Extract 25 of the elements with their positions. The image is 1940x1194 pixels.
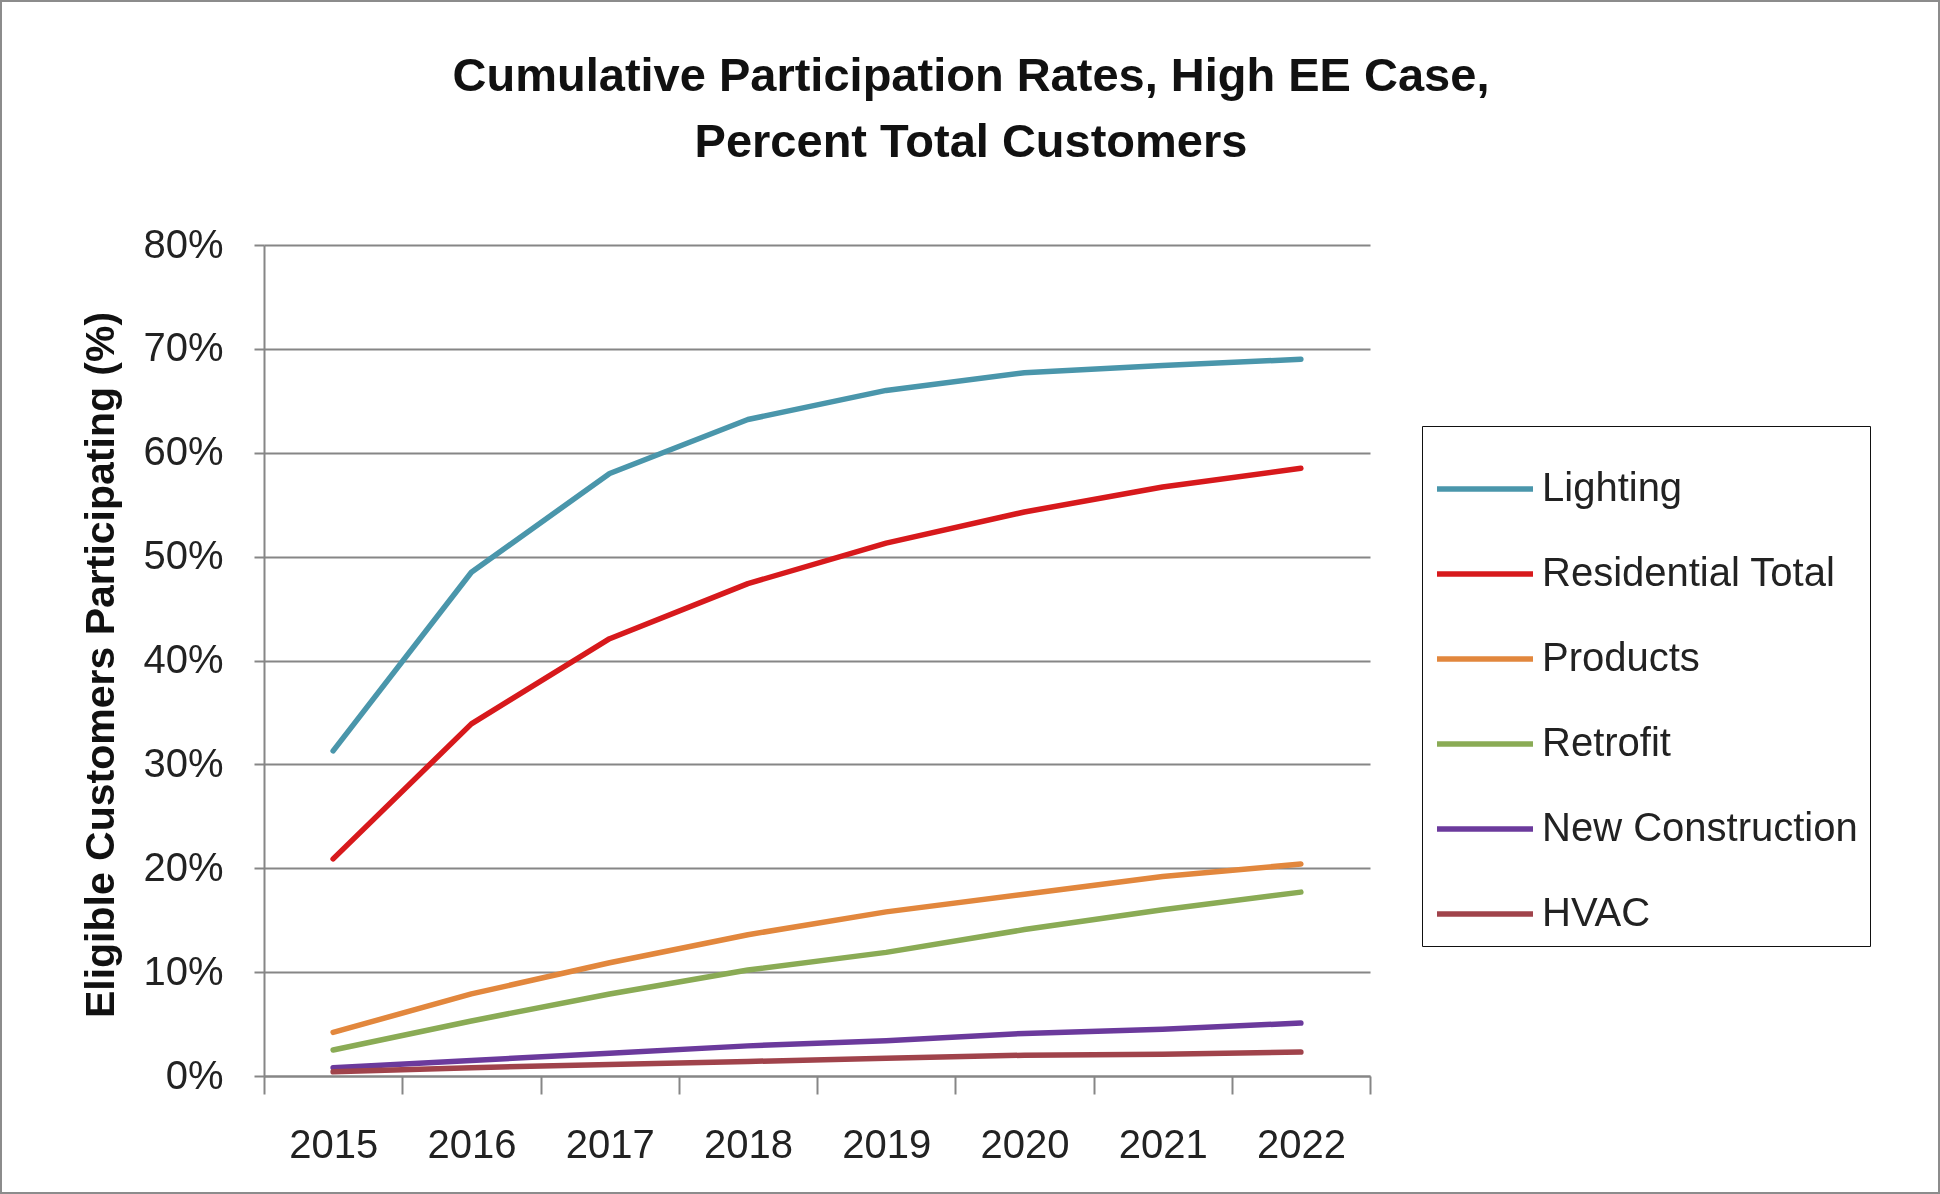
legend-label: Products [1542,635,1700,679]
x-tick-label: 2020 [980,1121,1070,1166]
y-tick-label: 80% [143,221,224,266]
x-tick-label: 2017 [565,1121,655,1166]
y-tick-label: 20% [143,844,224,889]
legend-label: Retrofit [1542,720,1671,764]
y-tick-label: 50% [143,533,224,578]
y-tick-label: 70% [143,325,224,370]
y-tick-label: 0% [165,1052,224,1097]
y-axis-title: Eligible Customers Participating (%) [76,311,123,1019]
x-tick-label: 2022 [1256,1121,1346,1166]
x-tick-label: 2015 [289,1121,379,1166]
chart-title: Cumulative Participation Rates, High EE Case, Percent Total Customers [452,48,1490,167]
legend-label: Lighting [1542,465,1683,509]
y-tick-label: 60% [143,429,224,474]
x-tick-label: 2018 [703,1121,793,1166]
x-tick-label: 2021 [1118,1121,1208,1166]
legend-label: New Construction [1542,805,1858,849]
y-tick-label: 30% [143,740,224,785]
x-tick-label: 2019 [842,1121,932,1166]
legend-label: HVAC [1542,890,1651,934]
legend-label: Residential Total [1542,550,1835,594]
y-tick-label: 10% [143,948,224,993]
y-tick-label: 40% [143,637,224,681]
x-tick-label: 2016 [427,1121,517,1166]
